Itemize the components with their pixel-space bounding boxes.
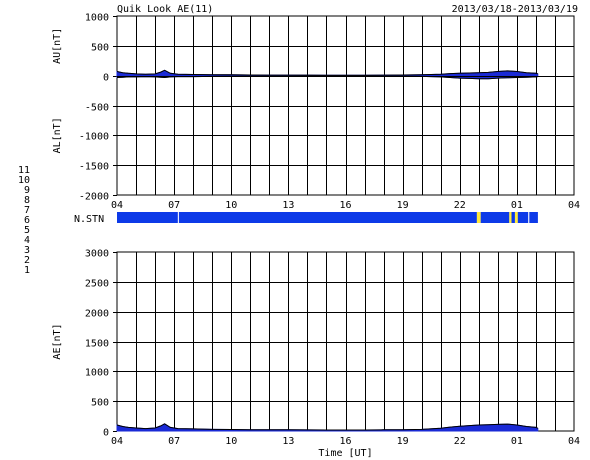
station-segment — [529, 212, 538, 223]
x-tick-label: 22 — [454, 436, 466, 447]
x-tick-label: 22 — [454, 200, 466, 211]
y-tick-label: 500 — [91, 43, 109, 54]
station-segment — [177, 212, 179, 223]
station-segment — [515, 212, 518, 223]
station-legend-item: 7 — [24, 205, 30, 216]
station-count-label: N.STN — [74, 214, 104, 225]
y-tick-label: 1000 — [85, 368, 109, 379]
station-legend-item: 10 — [18, 175, 30, 186]
station-legend-item: 4 — [24, 235, 30, 246]
y-tick-label: -2000 — [79, 192, 109, 203]
x-tick-label: 16 — [339, 436, 351, 447]
station-count-panel: N.STN — [74, 212, 538, 225]
x-tick-label: 04 — [111, 200, 123, 211]
x-tick-label: 13 — [282, 436, 294, 447]
y-tick-label: 0 — [103, 73, 109, 84]
x-axis-label: Time [UT] — [318, 448, 372, 459]
plot-frame — [116, 251, 575, 432]
y-tick-label: 1500 — [85, 339, 109, 350]
x-tick-label: 19 — [397, 200, 409, 211]
x-tick-label: 13 — [282, 200, 294, 211]
y-tick-label: -500 — [85, 103, 109, 114]
al-axis-label: AL[nT] — [52, 117, 63, 153]
y-tick-label: 1000 — [85, 13, 109, 24]
station-segment — [480, 212, 510, 223]
y-tick-label: 2500 — [85, 279, 109, 290]
station-legend-item: 1 — [24, 265, 30, 276]
y-tick-label: 2000 — [85, 309, 109, 320]
station-legend-item: 3 — [24, 245, 30, 256]
ae-series-line — [116, 423, 539, 431]
station-segment — [511, 212, 515, 223]
x-tick-label: 16 — [339, 200, 351, 211]
station-legend-item: 6 — [24, 215, 30, 226]
x-tick-label: 01 — [511, 200, 523, 211]
plot-frame — [116, 15, 575, 196]
station-segment — [528, 212, 530, 223]
y-tick-label: 0 — [103, 428, 109, 439]
ae-axis-label: AE[nT] — [52, 323, 63, 359]
x-tick-label: 04 — [568, 436, 580, 447]
station-legend-item: 2 — [24, 255, 30, 266]
y-tick-label: -1000 — [79, 132, 109, 143]
au-series-line — [116, 69, 538, 76]
date-range: 2013/03/18-2013/03/19 — [452, 4, 578, 15]
station-segment — [517, 212, 529, 223]
station-segment — [117, 212, 178, 223]
x-tick-label: 04 — [111, 436, 123, 447]
x-tick-label: 07 — [168, 200, 180, 211]
station-segment — [509, 212, 512, 223]
y-tick-label: 3000 — [85, 249, 109, 260]
x-tick-label: 01 — [511, 436, 523, 447]
station-segment — [476, 212, 481, 223]
station-legend-item: 8 — [24, 195, 30, 206]
station-legend-item: 9 — [24, 185, 30, 196]
y-tick-label: -1500 — [79, 162, 109, 173]
x-tick-label: 10 — [225, 200, 237, 211]
y-tick-label: 500 — [91, 398, 109, 409]
station-legend-item: 11 — [18, 165, 30, 176]
station-legend-item: 5 — [24, 225, 30, 236]
x-tick-label: 10 — [225, 436, 237, 447]
x-tick-label: 19 — [397, 436, 409, 447]
au-axis-label: AU[nT] — [52, 28, 63, 64]
x-tick-label: 07 — [168, 436, 180, 447]
x-tick-label: 04 — [568, 200, 580, 211]
chart-title: Quik Look AE(11) — [117, 4, 213, 15]
station-segment — [178, 212, 477, 223]
